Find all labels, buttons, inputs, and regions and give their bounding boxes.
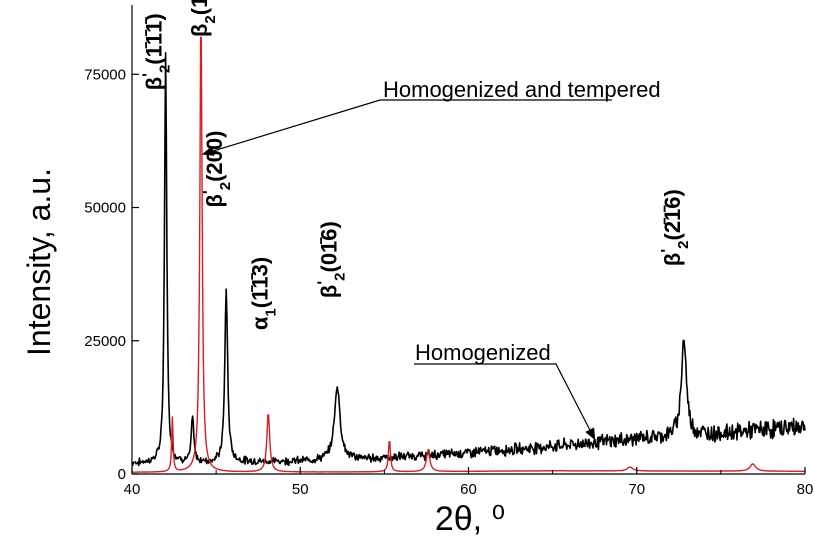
peak-label-paren: ( bbox=[142, 57, 167, 65]
peak-label-hkl: 200 bbox=[202, 138, 227, 175]
peak-label-paren: ) bbox=[248, 257, 273, 264]
peak-label-subscript: 2 bbox=[217, 182, 234, 190]
peak-label-paren: ) bbox=[142, 13, 167, 20]
y-tick-label: 50000 bbox=[84, 200, 126, 217]
series-layer bbox=[131, 36, 806, 473]
series-line-homogenized bbox=[131, 52, 806, 467]
peak-label: β'2(1̄1̄1̄) bbox=[141, 13, 174, 90]
y-tick-label: 0 bbox=[118, 466, 126, 483]
peak-labels-layer: β'2(1̄1̄1̄)β2(110)β'2(200)α1(1̄1̄3)β'2(0… bbox=[141, 0, 692, 330]
peak-label-subscript: 2 bbox=[675, 241, 692, 249]
annotation-arrow-tempered bbox=[203, 99, 612, 154]
peak-label: β2(110) bbox=[187, 0, 219, 37]
peak-label-paren: ) bbox=[202, 131, 227, 138]
peak-label-prime: ' bbox=[316, 281, 333, 285]
annotation-homogenized: Homogenized bbox=[415, 340, 551, 365]
peak-label-paren: ( bbox=[202, 174, 227, 182]
peak-label-symbol: β bbox=[142, 77, 167, 90]
peak-label-paren: ) bbox=[660, 189, 685, 196]
annotation-tempered: Homogenized and tempered bbox=[383, 77, 661, 102]
x-tick-label: 70 bbox=[628, 481, 645, 498]
peak-label-paren: ( bbox=[187, 7, 212, 15]
peak-label: β'2(01̄6) bbox=[316, 221, 349, 298]
peak-label-hkl: 01̄6 bbox=[317, 228, 342, 265]
peak-label: β'2(2̄1̄6) bbox=[659, 189, 692, 266]
peak-label-subscript: 2 bbox=[202, 15, 219, 23]
peak-label-hkl: 110 bbox=[187, 0, 212, 8]
peak-label-prime: ' bbox=[201, 190, 218, 194]
peak-label-subscript: 2 bbox=[332, 273, 349, 281]
peak-label-paren: ( bbox=[248, 300, 273, 308]
peak-label-hkl: 2̄1̄6 bbox=[660, 196, 685, 233]
annotation-arrow-homogenized bbox=[414, 363, 596, 441]
peak-label-symbol: β bbox=[187, 24, 212, 37]
y-axis-title: Intensity, a.u. bbox=[21, 168, 57, 356]
peak-label: β'2(200) bbox=[201, 131, 234, 208]
peak-label-hkl: 1̄1̄3 bbox=[248, 264, 273, 301]
y-tick-label: 75000 bbox=[84, 66, 126, 83]
x-axis-title: 2θ, ⁰ bbox=[435, 500, 505, 538]
peak-label-subscript: 1 bbox=[263, 308, 280, 316]
peak-label-prime: ' bbox=[141, 73, 158, 77]
peak-label-symbol: β bbox=[660, 253, 685, 266]
x-tick-label: 50 bbox=[292, 481, 309, 498]
axes-layer: 40 50 60 70 80 0 25000 50000 75000 2θ, ⁰ Intensity… bbox=[21, 5, 813, 538]
y-tick-label: 25000 bbox=[84, 333, 126, 350]
peak-label-paren: ( bbox=[660, 233, 685, 241]
peak-label-prime: ' bbox=[659, 249, 676, 253]
peak-label-subscript: 2 bbox=[157, 65, 174, 73]
series-line-homogenized-and-tempered bbox=[132, 36, 805, 473]
annotations-layer: Homogenized and tempered Homogenized bbox=[203, 77, 661, 441]
x-tick-label: 60 bbox=[460, 481, 477, 498]
peak-label-paren: ( bbox=[317, 265, 342, 273]
peak-label-hkl: 1̄1̄1̄ bbox=[142, 17, 167, 58]
x-tick-label: 80 bbox=[797, 481, 814, 498]
peak-label-symbol: α bbox=[248, 316, 273, 330]
peak-label-symbol: β bbox=[317, 285, 342, 298]
peak-label-symbol: β bbox=[202, 194, 227, 207]
peak-label: α1(1̄1̄3) bbox=[248, 257, 280, 330]
peak-label-paren: ) bbox=[317, 221, 342, 228]
x-tick-label: 40 bbox=[124, 481, 141, 498]
